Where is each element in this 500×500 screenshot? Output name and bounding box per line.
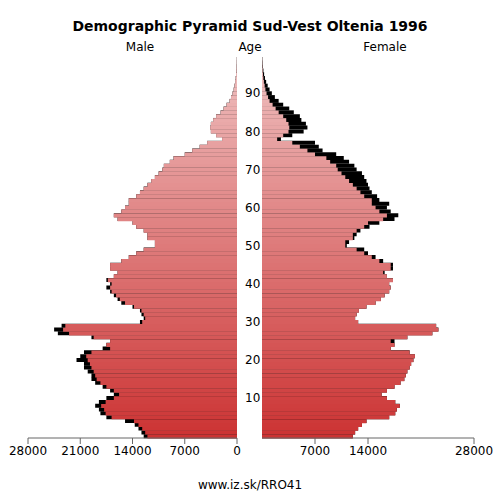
svg-text:10: 10 (245, 391, 260, 405)
svg-text:28000: 28000 (455, 444, 492, 458)
html-text:www.iz.sk/RRO41: www.iz.sk/RRO41 (197, 478, 303, 492)
html-text:Age: Age (238, 40, 262, 54)
svg-text:60: 60 (245, 201, 260, 215)
svg-text:14000: 14000 (349, 444, 387, 458)
svg-text:14000: 14000 (113, 444, 151, 458)
svg-text:20: 20 (245, 353, 260, 367)
svg-text:70: 70 (245, 163, 260, 177)
svg-text:40: 40 (245, 277, 260, 291)
svg-text:90: 90 (245, 86, 260, 100)
svg-text:7000: 7000 (300, 444, 331, 458)
svg-text:0: 0 (233, 444, 241, 458)
html-text:Female: Female (363, 40, 407, 54)
html-text:Male: Male (125, 40, 155, 54)
svg-text:80: 80 (245, 125, 260, 139)
svg-text:7000: 7000 (169, 444, 200, 458)
svg-text:21000: 21000 (61, 444, 99, 458)
svg-text:50: 50 (245, 239, 260, 253)
svg-text:28000: 28000 (9, 444, 47, 458)
svg-text:30: 30 (245, 315, 260, 329)
html-text:Demographic Pyramid Sud-Vest O: Demographic Pyramid Sud-Vest Oltenia 199… (72, 18, 428, 34)
